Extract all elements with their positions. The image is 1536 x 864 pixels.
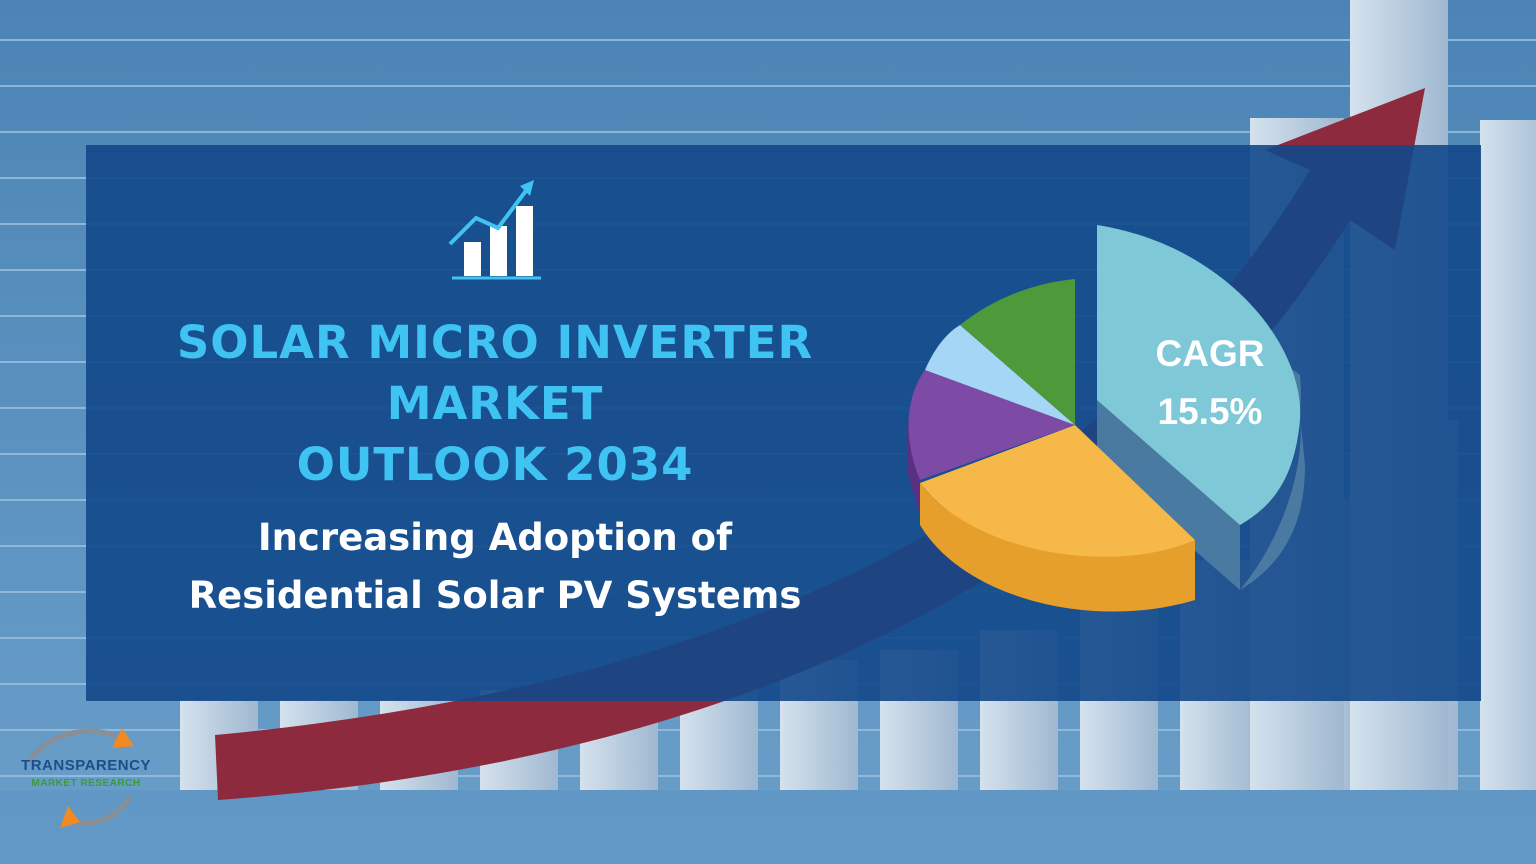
company-logo: TRANSPARENCY MARKET RESEARCH bbox=[10, 722, 162, 832]
background-bar bbox=[1480, 120, 1536, 790]
pie-slice-green bbox=[960, 279, 1075, 425]
pie-depth-orange bbox=[920, 483, 1195, 612]
cagr-value: 15.5% bbox=[1157, 391, 1263, 432]
growth-chart-icon bbox=[448, 180, 541, 280]
pie-slice-lightblue bbox=[925, 325, 1075, 425]
logo-swoosh-icon bbox=[27, 728, 134, 828]
headline-line-3: OUTLOOK 2034 bbox=[296, 438, 694, 491]
subheadline: Increasing Adoption of Residential Solar… bbox=[150, 509, 840, 625]
cagr-callout: CAGR 15.5% bbox=[1135, 325, 1285, 441]
headline-line-1: SOLAR MICRO INVERTER bbox=[176, 316, 814, 369]
subheadline-line-1: Increasing Adoption of bbox=[257, 516, 733, 559]
cagr-label: CAGR bbox=[1155, 333, 1265, 374]
pie-slice-teal bbox=[1097, 225, 1301, 525]
subheadline-line-2: Residential Solar PV Systems bbox=[188, 574, 802, 617]
headline: SOLAR MICRO INVERTER MARKET OUTLOOK 2034 bbox=[150, 312, 840, 495]
logo-text-secondary: MARKET RESEARCH bbox=[31, 778, 141, 789]
pie-chart-icon bbox=[907, 225, 1305, 612]
pie-slice-purple bbox=[908, 370, 1075, 480]
pie-slice-orange bbox=[920, 425, 1195, 557]
logo-text-primary: TRANSPARENCY bbox=[21, 757, 151, 774]
headline-line-2: MARKET bbox=[386, 377, 604, 430]
